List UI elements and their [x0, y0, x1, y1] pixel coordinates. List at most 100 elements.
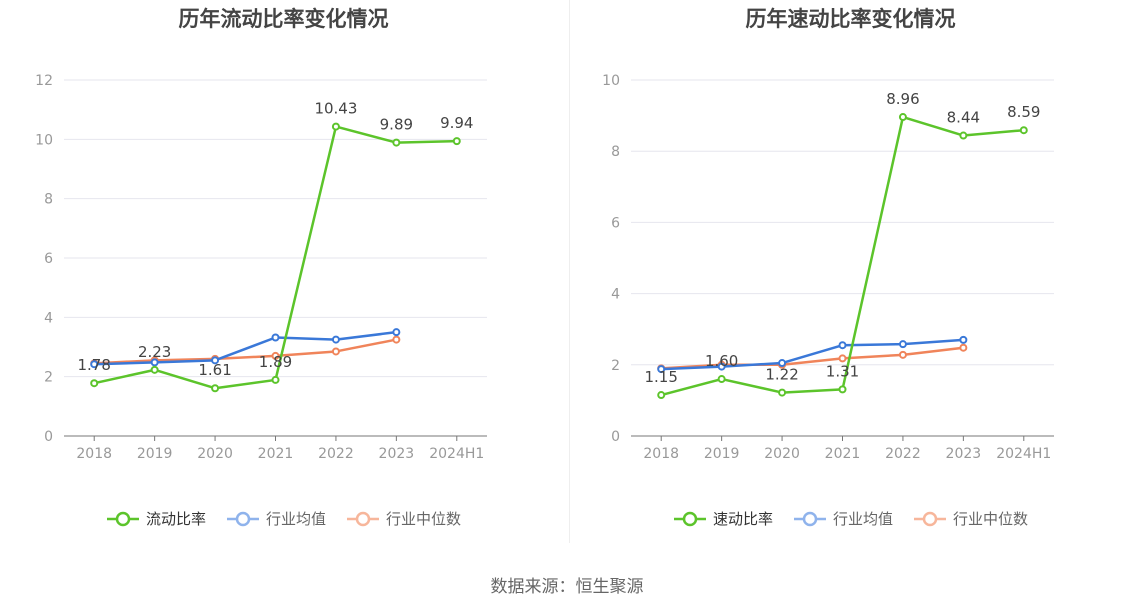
x-tick-label: 2018 — [76, 446, 112, 462]
data-label: 1.31 — [826, 362, 859, 380]
legend-label: 行业均值 — [832, 510, 893, 528]
data-label: 1.22 — [765, 366, 798, 384]
data-point — [392, 335, 401, 344]
data-point — [778, 359, 787, 368]
data-label: 8.96 — [886, 90, 919, 108]
line-chart-quick-ratio: 0 2 4 6 8 10 2018 2019 2020 2021 2022 2023 2024H1 1.1… — [602, 73, 1054, 462]
data-source-note: 数据来源：恒生聚源 — [490, 577, 644, 597]
y-tick-label: 8 — [611, 144, 620, 160]
data-point — [90, 379, 99, 388]
chart-title: 历年速动比率变化情况 — [745, 7, 956, 31]
data-point — [452, 137, 461, 146]
x-tick-label: 2023 — [379, 446, 415, 462]
series-line-2 — [94, 338, 397, 365]
data-point — [150, 358, 159, 367]
legend-label: 速动比率 — [712, 510, 773, 528]
chart-panel-current-ratio: 历年流动比率变化情况 0 2 4 6 8 10 12 2018 2019 2020 2021 2022… — [0, 0, 567, 560]
legend-swatch-icon — [914, 511, 946, 526]
legend-swatch-icon — [793, 511, 826, 526]
legend-item[interactable]: 行业均值 — [226, 508, 326, 529]
data-point — [838, 385, 847, 394]
legend-label: 流动比率 — [145, 510, 206, 528]
x-tick-label: 2024H1 — [429, 446, 484, 462]
x-tick-label: 2021 — [258, 446, 294, 462]
x-tick-label: 2019 — [704, 446, 740, 462]
legend-marker — [115, 511, 131, 526]
data-point — [392, 328, 401, 337]
chart-title: 历年流动比率变化情况 — [178, 7, 389, 31]
data-point — [150, 365, 159, 374]
legend-marker — [802, 511, 818, 526]
legend-marker — [922, 511, 938, 526]
legend-label: 行业中位数 — [386, 510, 462, 528]
y-tick-label: 12 — [35, 73, 53, 89]
x-tick-label: 2022 — [885, 446, 921, 462]
data-point — [898, 340, 907, 349]
legend-label: 行业均值 — [265, 510, 326, 528]
data-point — [959, 343, 968, 352]
data-point — [657, 391, 666, 400]
data-label: 1.15 — [645, 368, 678, 386]
y-tick-label: 0 — [611, 429, 620, 445]
data-label: 2.23 — [138, 343, 171, 361]
data-point — [331, 335, 340, 344]
legend-item[interactable]: 流动比率 — [106, 508, 206, 529]
legend-item[interactable]: 速动比率 — [673, 508, 773, 529]
x-tick-label: 2022 — [318, 446, 354, 462]
x-tick-label: 2024H1 — [996, 446, 1051, 462]
data-label: 10.43 — [314, 100, 357, 118]
x-tick-label: 2023 — [946, 446, 982, 462]
data-label: 8.59 — [1007, 103, 1040, 121]
data-point — [211, 356, 220, 365]
chart-legend: 流动比率 行业均值 行业中位数 — [0, 508, 567, 529]
data-point — [959, 335, 968, 344]
data-point — [959, 131, 968, 140]
legend-swatch-icon — [347, 511, 379, 526]
data-point — [838, 354, 847, 363]
data-point — [331, 347, 340, 356]
data-point — [271, 333, 280, 342]
data-point — [271, 351, 280, 360]
data-label: 8.44 — [947, 109, 980, 127]
data-point — [211, 384, 220, 393]
legend-marker — [235, 511, 251, 526]
data-point — [838, 341, 847, 350]
legend-swatch-icon — [226, 511, 259, 526]
line-chart-current-ratio: 0 2 4 6 8 10 12 2018 2019 2020 2021 2022 2023 2024H1 1… — [35, 73, 487, 462]
legend-marker — [682, 511, 698, 526]
legend-label: 行业中位数 — [953, 510, 1029, 528]
data-point — [331, 122, 340, 131]
data-point — [717, 362, 726, 371]
y-tick-label: 4 — [611, 287, 620, 303]
data-label: 9.94 — [440, 114, 473, 132]
chart-panel-quick-ratio: 历年速动比率变化情况 0 2 4 6 8 10 2018 2019 2020 2021 2022 20… — [567, 0, 1134, 560]
y-tick-label: 8 — [44, 192, 53, 208]
data-label: 1.89 — [259, 353, 292, 371]
data-label: 1.78 — [78, 356, 111, 374]
data-point — [271, 375, 280, 384]
y-tick-label: 4 — [44, 310, 53, 326]
data-point — [717, 375, 726, 384]
legend-swatch-icon — [106, 511, 139, 526]
y-tick-label: 2 — [44, 370, 53, 386]
x-tick-label: 2020 — [764, 446, 800, 462]
data-point — [778, 388, 787, 397]
data-point — [657, 365, 666, 374]
legend-item[interactable]: 行业中位数 — [346, 508, 461, 529]
x-tick-label: 2020 — [197, 446, 233, 462]
data-label: 1.60 — [705, 352, 738, 370]
data-point — [90, 360, 99, 369]
panel-divider — [569, 0, 570, 543]
legend-item[interactable]: 行业均值 — [793, 508, 893, 529]
series-line-2 — [661, 346, 964, 370]
x-tick-label: 2021 — [825, 446, 861, 462]
data-label: 1.61 — [198, 361, 231, 379]
series-line-1 — [661, 338, 964, 371]
y-tick-label: 0 — [44, 429, 53, 445]
legend-item[interactable]: 行业中位数 — [913, 508, 1028, 529]
data-point — [392, 138, 401, 147]
y-tick-label: 6 — [44, 251, 53, 267]
legend-swatch-icon — [673, 511, 706, 526]
y-tick-label: 6 — [611, 215, 620, 231]
y-tick-label: 10 — [602, 73, 620, 89]
